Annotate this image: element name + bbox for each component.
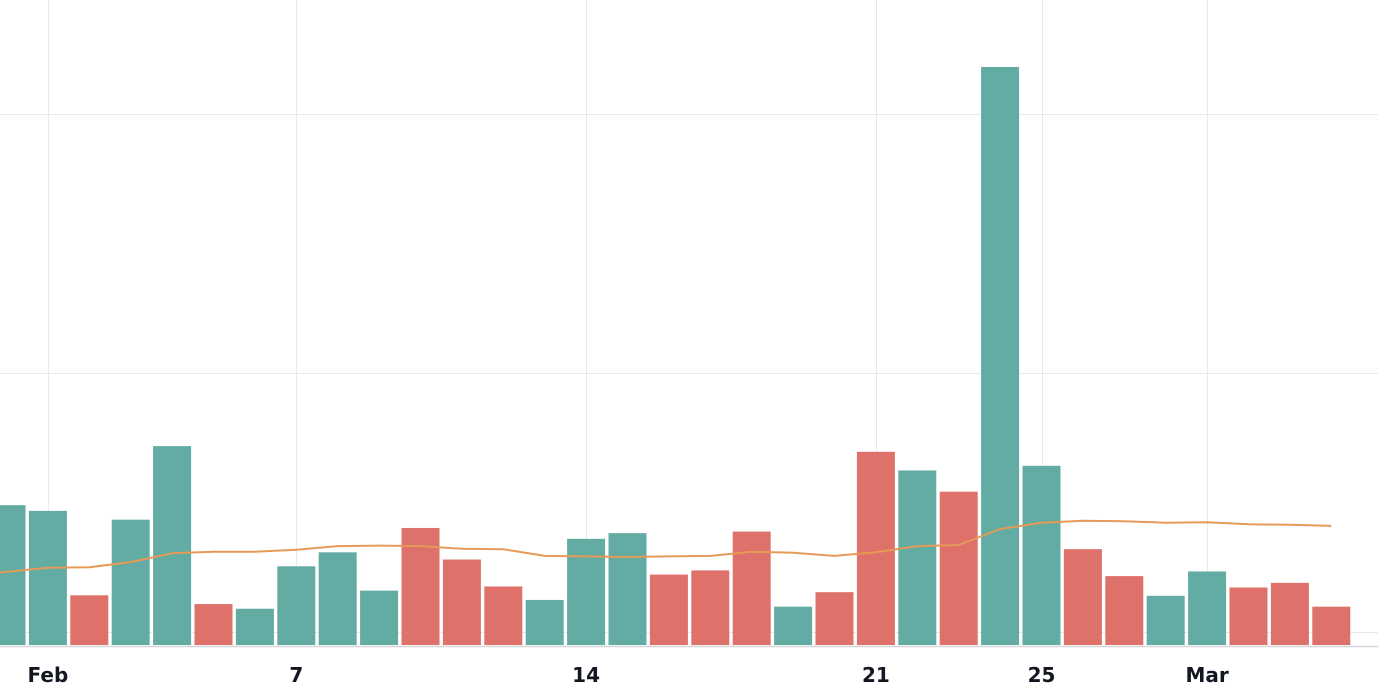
volume-bar bbox=[360, 590, 399, 645]
volume-bar bbox=[567, 538, 606, 645]
volume-bar bbox=[608, 533, 647, 645]
volume-bar bbox=[0, 505, 26, 645]
volume-bar bbox=[898, 470, 937, 645]
horizontal-gridlines bbox=[0, 114, 1378, 633]
volume-bar bbox=[111, 519, 150, 645]
volume-bars bbox=[0, 67, 1351, 645]
volume-bar bbox=[1146, 595, 1185, 645]
volume-bar bbox=[732, 531, 771, 645]
volume-bar bbox=[815, 592, 854, 645]
volume-bar bbox=[774, 606, 813, 645]
volume-bar bbox=[1270, 582, 1309, 645]
volume-bar bbox=[856, 451, 895, 645]
x-tick-label: Feb bbox=[28, 663, 69, 687]
x-axis-tick-labels: Feb 7 14 21 25 Mar bbox=[28, 663, 1229, 687]
volume-bar bbox=[442, 559, 481, 645]
volume-bar bbox=[194, 604, 233, 645]
volume-bar bbox=[1105, 576, 1144, 645]
moving-average-line-group bbox=[0, 519, 1332, 574]
volume-bar bbox=[1022, 465, 1061, 645]
moving-average-line bbox=[0, 519, 1332, 574]
volume-bar bbox=[318, 552, 357, 645]
volume-bar bbox=[939, 491, 978, 645]
volume-bar bbox=[1188, 571, 1227, 645]
volume-bar bbox=[277, 566, 316, 645]
volume-bar bbox=[28, 510, 67, 645]
volume-bar bbox=[525, 599, 564, 645]
volume-bar bbox=[1312, 606, 1351, 645]
volume-bar bbox=[484, 586, 523, 645]
x-tick-label: Mar bbox=[1185, 663, 1228, 687]
x-tick-label: 14 bbox=[572, 663, 600, 687]
x-tick-label: 21 bbox=[862, 663, 890, 687]
volume-bar bbox=[649, 574, 688, 645]
volume-bar bbox=[235, 608, 274, 645]
volume-bar bbox=[70, 595, 109, 645]
volume-bar bbox=[981, 67, 1020, 645]
x-tick-label: 25 bbox=[1028, 663, 1056, 687]
x-tick-label: 7 bbox=[289, 663, 303, 687]
volume-bar bbox=[1063, 549, 1102, 645]
volume-bar bbox=[1229, 587, 1268, 645]
volume-bar bbox=[691, 570, 730, 645]
volume-bar bbox=[153, 446, 192, 645]
